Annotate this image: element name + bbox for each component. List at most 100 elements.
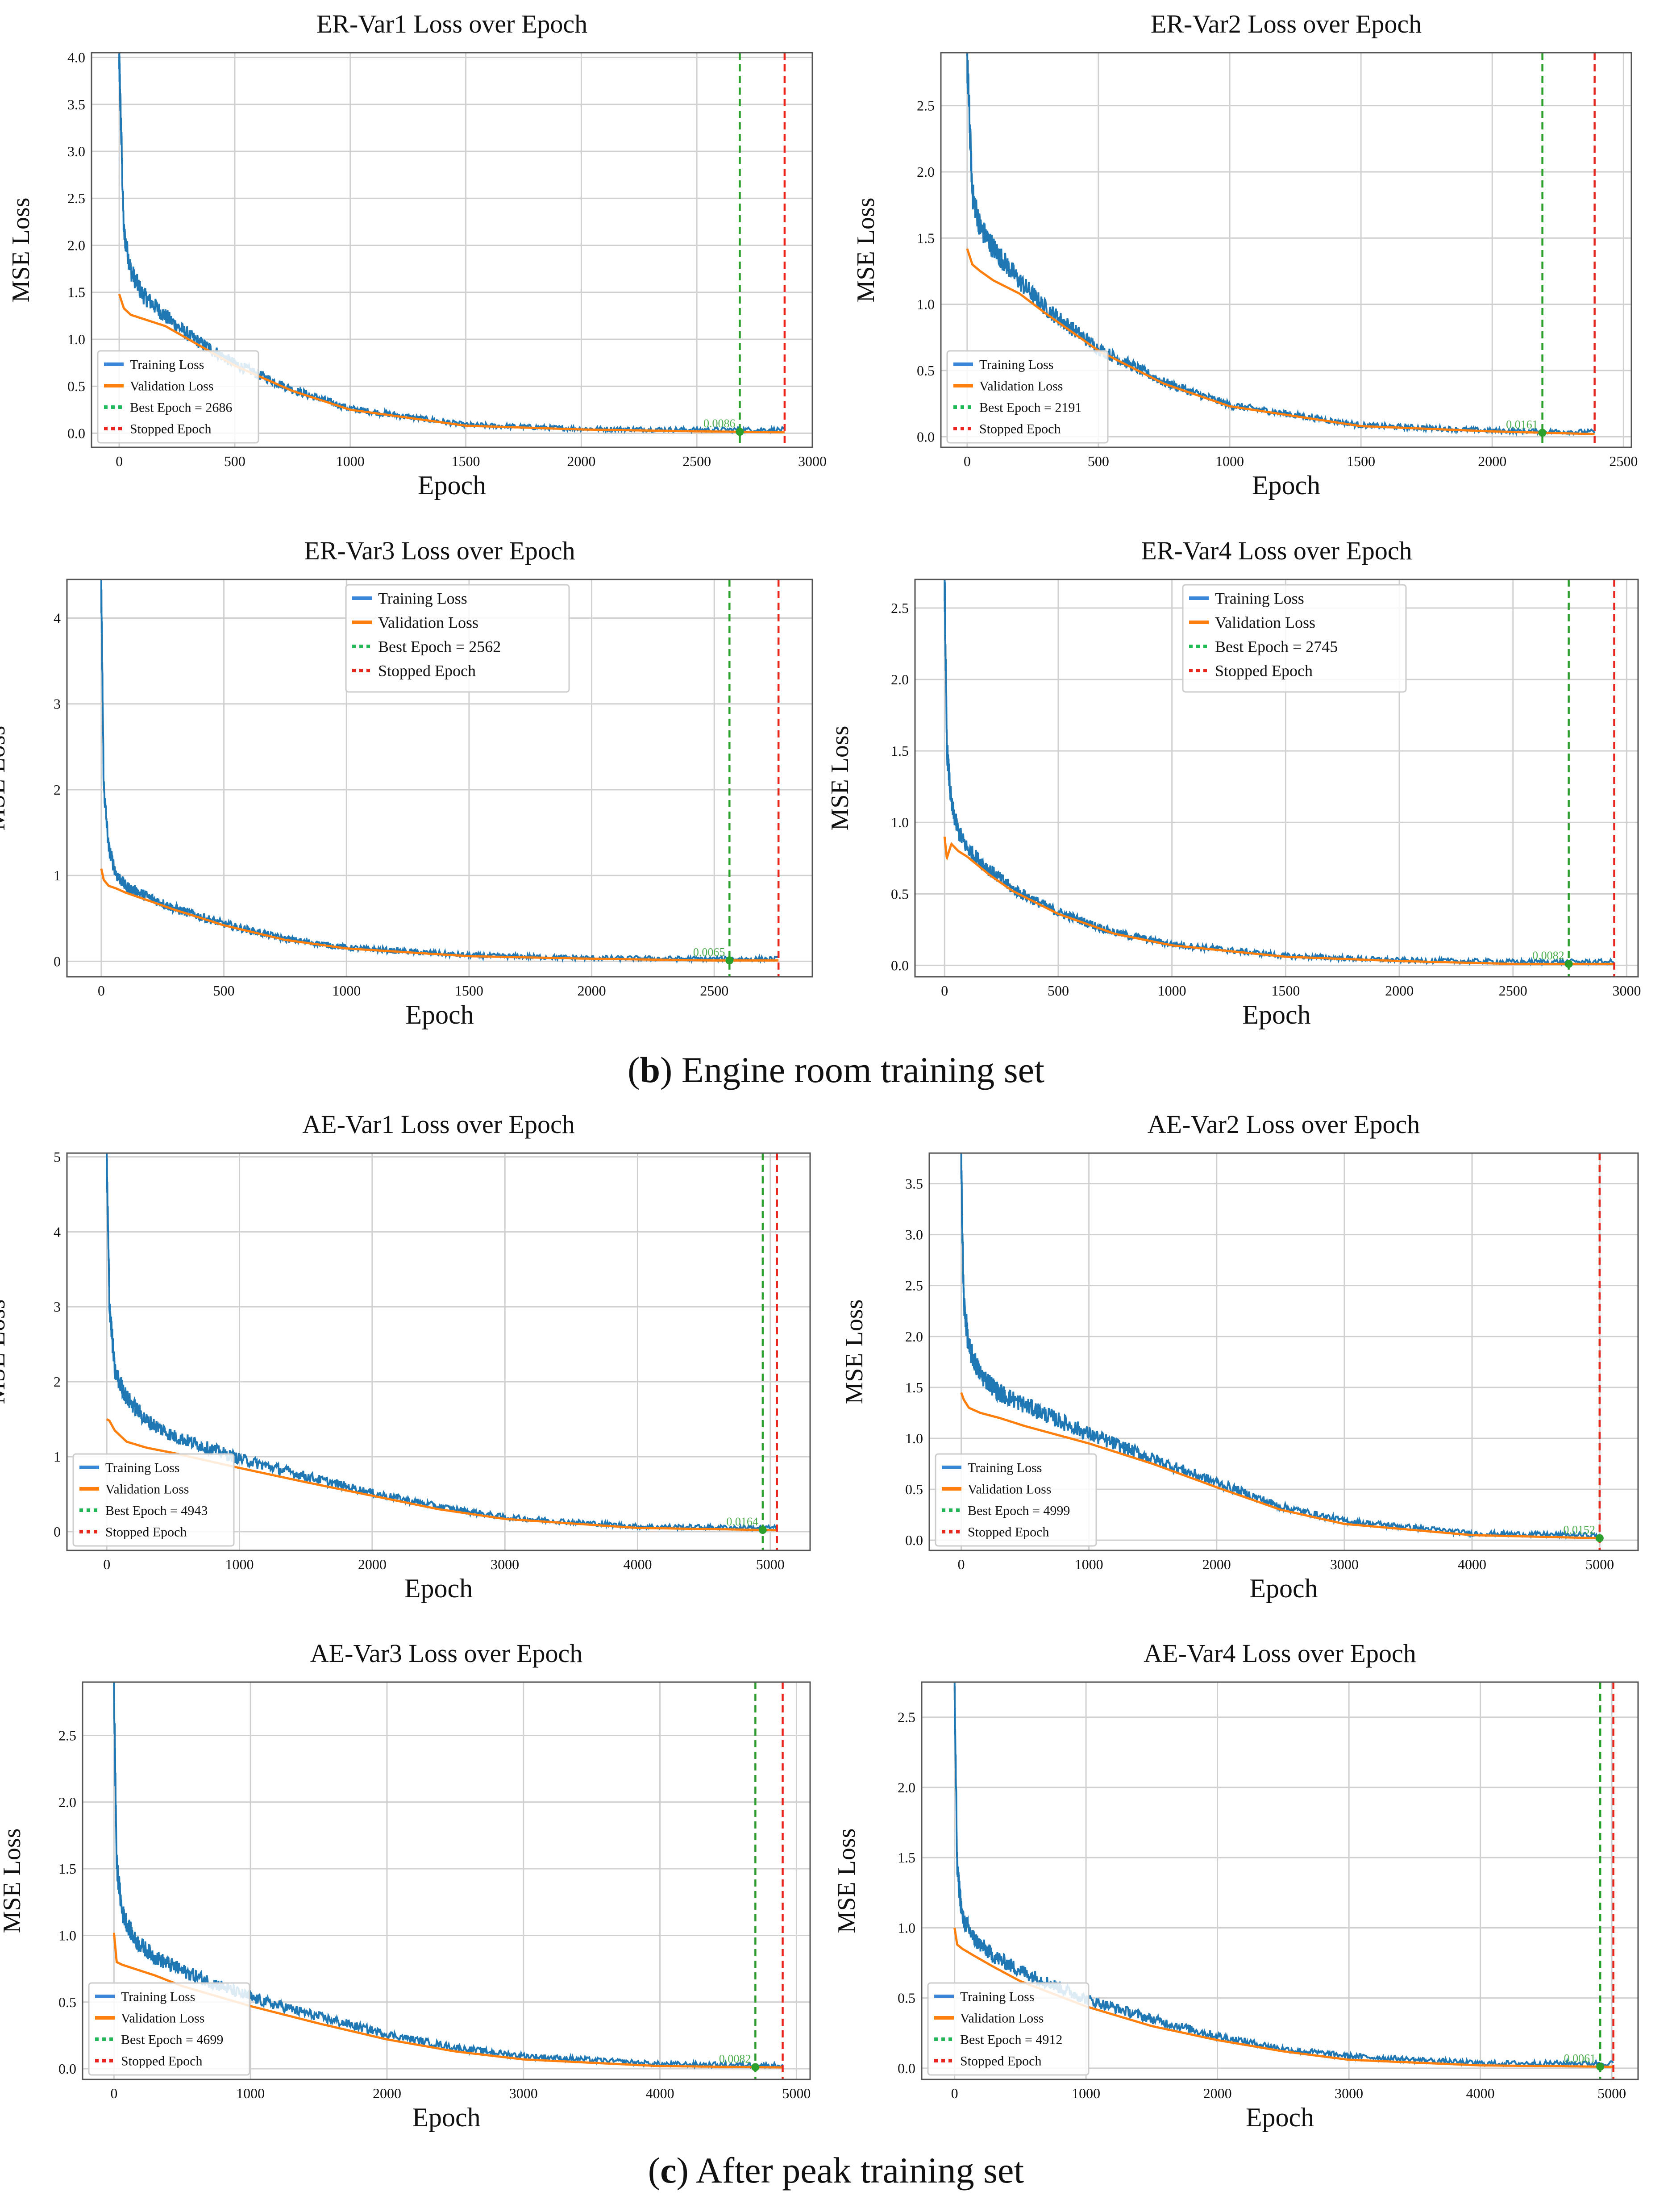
x-tick-label: 2500 xyxy=(682,453,711,469)
y-tick-label: 0 xyxy=(54,1524,61,1540)
y-axis-label: MSE Loss xyxy=(833,1829,861,1933)
x-axis-label: Epoch xyxy=(1242,1000,1310,1029)
y-tick-label: 0.0 xyxy=(58,2061,76,2077)
x-tick-label: 2000 xyxy=(1203,2085,1232,2101)
legend-label: Best Epoch = 2745 xyxy=(1215,638,1338,656)
legend-label: Training Loss xyxy=(105,1461,179,1475)
x-tick-label: 0 xyxy=(110,2085,117,2101)
plot-area xyxy=(943,579,1615,967)
best-value-label: 0.0161 xyxy=(1506,418,1538,431)
chart-panel: 0.0082 0 500 1000 1500 2000 2500 3000 0.0 0.5 1.0 1… xyxy=(826,536,1641,1029)
training-loss-line xyxy=(953,1682,1614,2068)
x-axis-label: Epoch xyxy=(412,2103,480,2132)
legend-label: Best Epoch = 4999 xyxy=(968,1504,1070,1518)
x-tick-label: 500 xyxy=(213,983,235,999)
chart-title: AE-Var3 Loss over Epoch xyxy=(310,1639,582,1668)
x-tick-label: 2000 xyxy=(1385,983,1414,999)
x-tick-label: 1500 xyxy=(1271,983,1300,999)
x-tick-label: 5000 xyxy=(756,1556,785,1572)
plot-frame xyxy=(921,1681,1639,2080)
legend-label: Stopped Epoch xyxy=(960,2054,1041,2069)
legend-box xyxy=(88,1982,250,2076)
legend-box xyxy=(927,1982,1090,2076)
y-tick-label: 1.5 xyxy=(898,1850,915,1866)
best-value-label: 0.0082 xyxy=(719,2052,751,2065)
training-loss-line xyxy=(960,1153,1601,1541)
legend-label: Stopped Epoch xyxy=(378,662,476,680)
y-tick-label: 0.5 xyxy=(891,886,909,902)
legend: Training Loss Validation Loss Best Epoch =… xyxy=(935,1453,1097,1547)
x-axis-label: Epoch xyxy=(405,1000,474,1029)
y-tick-label: 2.0 xyxy=(917,164,935,180)
chart-panel: 0.0161 0 500 1000 1500 2000 2500 0.0 0.5 1.0 1.5 2.… xyxy=(852,9,1638,500)
x-tick-label: 0 xyxy=(964,453,971,469)
x-tick-label: 3000 xyxy=(509,2085,538,2101)
y-axis-label: MSE Loss xyxy=(0,1829,26,1933)
plot-area xyxy=(953,1682,1614,2068)
x-tick-label: 1000 xyxy=(225,1556,254,1572)
validation-loss-line xyxy=(953,1927,1614,2068)
x-tick-label: 1000 xyxy=(336,453,365,469)
chart-title: ER-Var4 Loss over Epoch xyxy=(1141,536,1412,565)
y-tick-label: 1.0 xyxy=(58,1927,76,1943)
legend: Training Loss Validation Loss Best Epoch =… xyxy=(1182,584,1407,693)
x-tick-label: 2000 xyxy=(358,1556,387,1572)
plot-area xyxy=(960,1153,1601,1541)
legend-label: Training Loss xyxy=(968,1461,1042,1475)
legend-box xyxy=(97,350,259,444)
y-tick-label: 2.5 xyxy=(67,190,85,206)
y-tick-label: 0.0 xyxy=(67,425,85,441)
x-tick-label: 0 xyxy=(116,453,123,469)
x-axis-label: Epoch xyxy=(1246,2103,1314,2132)
best-value-label: 0.0065 xyxy=(693,946,725,958)
legend-label: Validation Loss xyxy=(960,2011,1044,2026)
legend-box xyxy=(1182,584,1407,693)
x-tick-label: 0 xyxy=(103,1556,110,1572)
legend-label: Best Epoch = 2191 xyxy=(979,400,1081,415)
chart-title: ER-Var3 Loss over Epoch xyxy=(304,536,575,565)
x-tick-label: 500 xyxy=(1088,453,1109,469)
x-tick-label: 1000 xyxy=(1072,2085,1100,2101)
chart-panel: 0.0164 0 1000 2000 3000 4000 5000 0 1 2 3 4 5 AE-Var1… xyxy=(0,1110,811,1603)
x-tick-label: 3000 xyxy=(491,1556,519,1572)
legend-label: Best Epoch = 2686 xyxy=(130,400,232,415)
legend: Training Loss Validation Loss Best Epoch =… xyxy=(88,1982,250,2076)
y-tick-label: 3.0 xyxy=(905,1227,923,1243)
chart-panel: 0.0152 0 1000 2000 3000 4000 5000 0.0 0.5 1.0 1.5 2… xyxy=(840,1110,1639,1603)
y-tick-label: 2.5 xyxy=(898,1709,915,1725)
best-epoch-marker xyxy=(1538,429,1547,437)
x-tick-label: 2000 xyxy=(578,983,606,999)
y-tick-label: 5 xyxy=(54,1149,61,1165)
legend-label: Validation Loss xyxy=(130,379,214,394)
x-tick-label: 4000 xyxy=(646,2085,674,2101)
y-tick-label: 1.5 xyxy=(58,1861,76,1877)
training-loss-line xyxy=(966,53,1596,437)
x-tick-label: 5000 xyxy=(1585,1556,1614,1572)
legend-label: Stopped Epoch xyxy=(1215,662,1313,680)
y-tick-label: 0 xyxy=(54,953,61,969)
y-axis-label: MSE Loss xyxy=(7,198,35,303)
plot-frame xyxy=(928,1152,1639,1551)
legend: Training Loss Validation Loss Best Epoch =… xyxy=(946,350,1109,444)
plot-area xyxy=(966,53,1596,437)
legend-label: Best Epoch = 4699 xyxy=(121,2033,223,2047)
x-axis-label: Epoch xyxy=(404,1574,473,1603)
legend-label: Validation Loss xyxy=(121,2011,205,2026)
best-value-label: 0.0061 xyxy=(1564,2052,1596,2065)
x-tick-label: 4000 xyxy=(623,1556,652,1572)
x-tick-label: 1000 xyxy=(1215,453,1244,469)
y-tick-label: 4 xyxy=(54,610,61,626)
y-tick-label: 2 xyxy=(54,782,61,798)
legend: Training Loss Validation Loss Best Epoch =… xyxy=(72,1453,235,1547)
x-tick-label: 1000 xyxy=(332,983,361,999)
y-tick-label: 0.0 xyxy=(917,429,935,445)
y-tick-label: 1.5 xyxy=(891,743,909,759)
legend-label: Validation Loss xyxy=(979,379,1063,394)
y-tick-label: 2.5 xyxy=(58,1727,76,1743)
y-tick-label: 0.0 xyxy=(891,957,909,973)
y-tick-label: 0.0 xyxy=(898,2060,915,2076)
x-tick-label: 1500 xyxy=(452,453,480,469)
x-tick-label: 3000 xyxy=(1335,2085,1363,2101)
chart-title: ER-Var1 Loss over Epoch xyxy=(316,9,587,38)
training-loss-line xyxy=(118,53,786,435)
